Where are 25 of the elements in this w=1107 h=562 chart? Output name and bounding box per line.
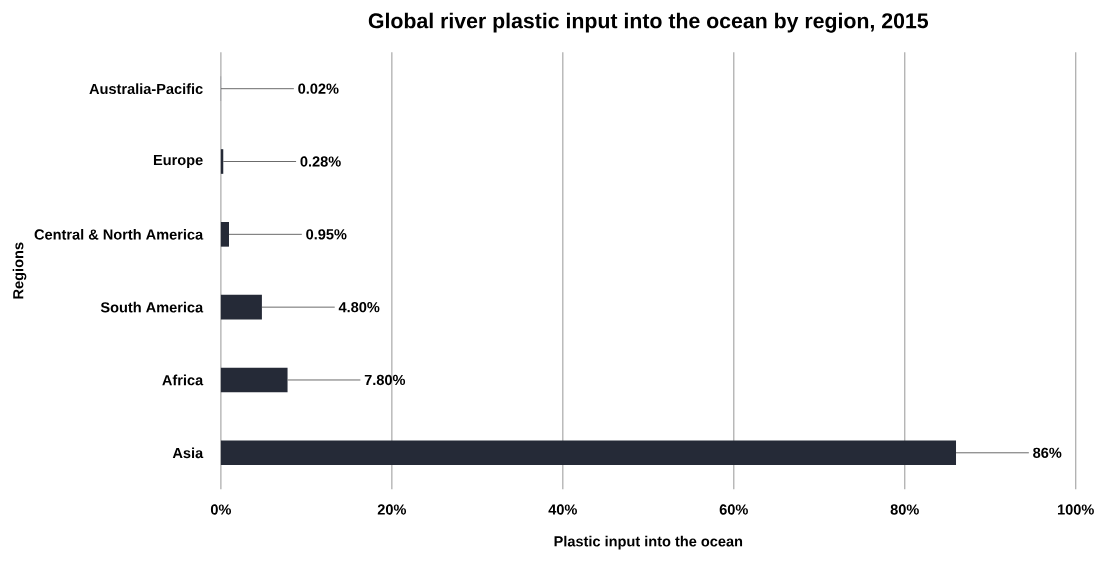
x-tick-label: 0% [210,504,232,515]
y-tick-label: Australia-Pacific [89,83,203,95]
bar [220,221,229,247]
data-label: 0.28% [300,156,341,167]
bar [220,294,262,320]
y-tick-label: Africa [162,374,204,386]
data-label: 4.80% [338,301,380,313]
x-axis-title: Plastic input into the ocean [554,535,743,550]
x-tick-label: 80% [890,504,919,515]
chart-title: Global river plastic input into the ocean by region, 2015 [368,12,929,33]
x-tick-label: 60% [719,504,748,515]
x-tick-label: 20% [377,504,407,515]
data-label: 86% [1033,447,1062,458]
y-tick-label: Asia [172,447,204,459]
x-tick-label: 40% [548,504,577,515]
data-label: 0.95% [306,229,347,240]
y-axis-title: Regions [12,242,27,299]
data-label: 7.80% [364,374,406,386]
bar [220,367,288,393]
x-tick-label: 100% [1057,504,1094,515]
y-tick-label: Europe [153,154,203,168]
y-tick-label: Central & North America [34,228,204,240]
bar [220,440,957,466]
data-label: 0.02% [298,83,339,94]
y-tick-label: South America [100,301,204,313]
